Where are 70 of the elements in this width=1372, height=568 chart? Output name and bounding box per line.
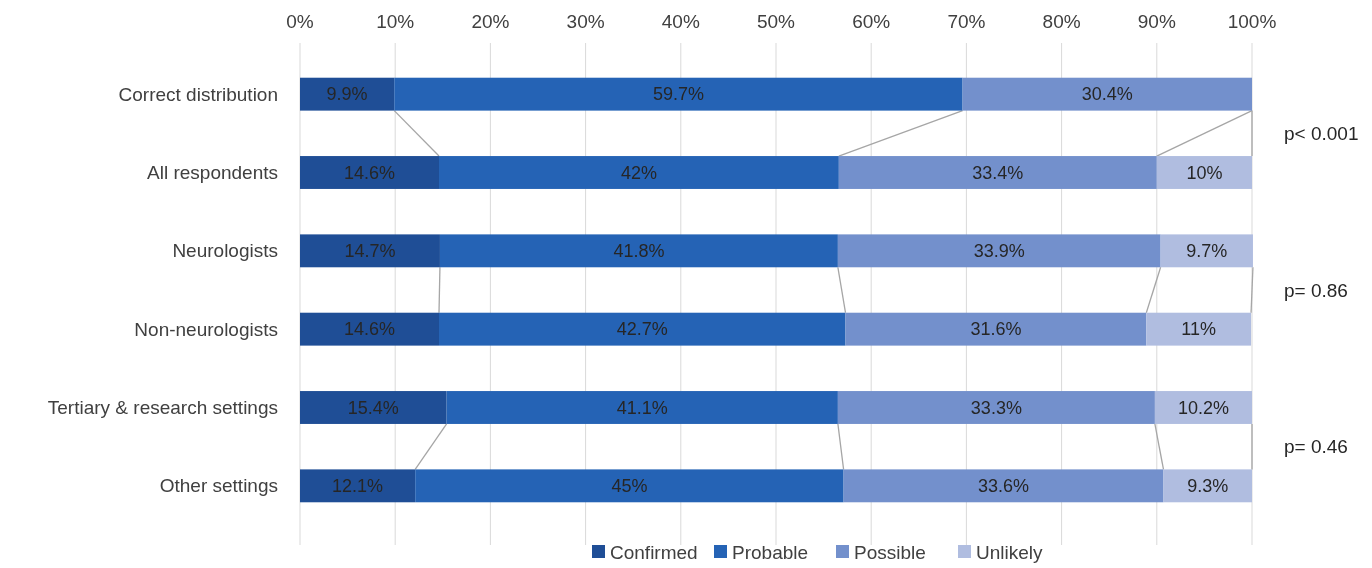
bar	[446, 391, 838, 424]
bar	[837, 234, 1161, 268]
data-label: 9.9%	[326, 84, 368, 105]
y-tick-label: Correct distribution	[118, 83, 278, 105]
y-tick-label: Neurologists	[172, 240, 278, 262]
bar	[837, 391, 1155, 424]
data-label: 41.8%	[613, 241, 665, 262]
legend-label: Probable	[732, 541, 809, 563]
data-label: 33.3%	[970, 397, 1022, 418]
data-label: 14.7%	[344, 241, 396, 262]
data-label: 10%	[1186, 162, 1223, 183]
data-label: 33.4%	[972, 162, 1024, 183]
legend-label: Confirmed	[610, 541, 698, 563]
x-tick-label: 20%	[471, 11, 510, 32]
y-tick-label: Non-neurologists	[134, 318, 278, 340]
bar	[300, 469, 416, 503]
text: p= 0.46	[1284, 436, 1348, 458]
data-label: 33.6%	[978, 476, 1030, 497]
x-tick-label: 50%	[756, 11, 796, 32]
bar	[843, 469, 1164, 503]
data-label: 30.4%	[1081, 84, 1133, 105]
text: p< 0.001	[1284, 122, 1359, 144]
bar	[962, 77, 1252, 111]
data-label: 15.4%	[347, 397, 399, 418]
bar	[845, 312, 1147, 346]
bar	[1163, 469, 1252, 503]
y-tick-label: Tertiary & research settings	[47, 397, 278, 419]
bar	[300, 77, 395, 111]
data-label: 59.7%	[652, 84, 704, 105]
bar	[838, 156, 1157, 189]
data-label: 41.1%	[616, 397, 668, 418]
bar	[1146, 312, 1252, 346]
data-label: 14.6%	[343, 319, 396, 340]
bar	[439, 234, 838, 268]
x-tick-label: 80%	[1042, 11, 1081, 32]
data-label: 9.7%	[1186, 241, 1228, 262]
bar	[438, 156, 839, 189]
bar	[1160, 234, 1253, 268]
x-tick-label: 0%	[286, 11, 314, 32]
bar	[300, 234, 440, 268]
data-label: 14.6%	[343, 162, 396, 183]
bar	[1156, 156, 1252, 189]
data-label: 9.3%	[1187, 476, 1229, 497]
data-label: 11%	[1181, 319, 1217, 340]
bar	[438, 312, 846, 346]
x-tick-label: 90%	[1137, 11, 1176, 32]
text: p= 0.86	[1284, 279, 1348, 301]
legend-label: Unlikely	[976, 541, 1044, 563]
x-tick-label: 70%	[947, 11, 986, 32]
x-tick-label: 60%	[852, 11, 891, 32]
y-tick-label: Other settings	[159, 475, 278, 497]
bar	[300, 312, 439, 346]
bar	[300, 156, 439, 189]
y-tick-label: All respondents	[147, 162, 278, 184]
data-label: 45%	[611, 476, 648, 497]
data-label: 42.7%	[616, 319, 668, 340]
data-label: 42%	[620, 162, 657, 183]
data-label: 12.1%	[332, 476, 384, 497]
x-tick-label: 10%	[376, 11, 415, 32]
bar	[300, 391, 447, 424]
x-tick-label: 100%	[1227, 11, 1277, 32]
x-tick-label: 30%	[566, 11, 605, 32]
bar	[1154, 391, 1252, 424]
x-tick-label: 40%	[661, 11, 700, 32]
bar	[394, 77, 963, 111]
legend-label: Possible	[854, 541, 926, 563]
bar	[415, 469, 844, 503]
data-label: 10.2%	[1177, 397, 1229, 418]
data-label: 31.6%	[970, 319, 1022, 340]
data-label: 33.9%	[973, 241, 1025, 262]
